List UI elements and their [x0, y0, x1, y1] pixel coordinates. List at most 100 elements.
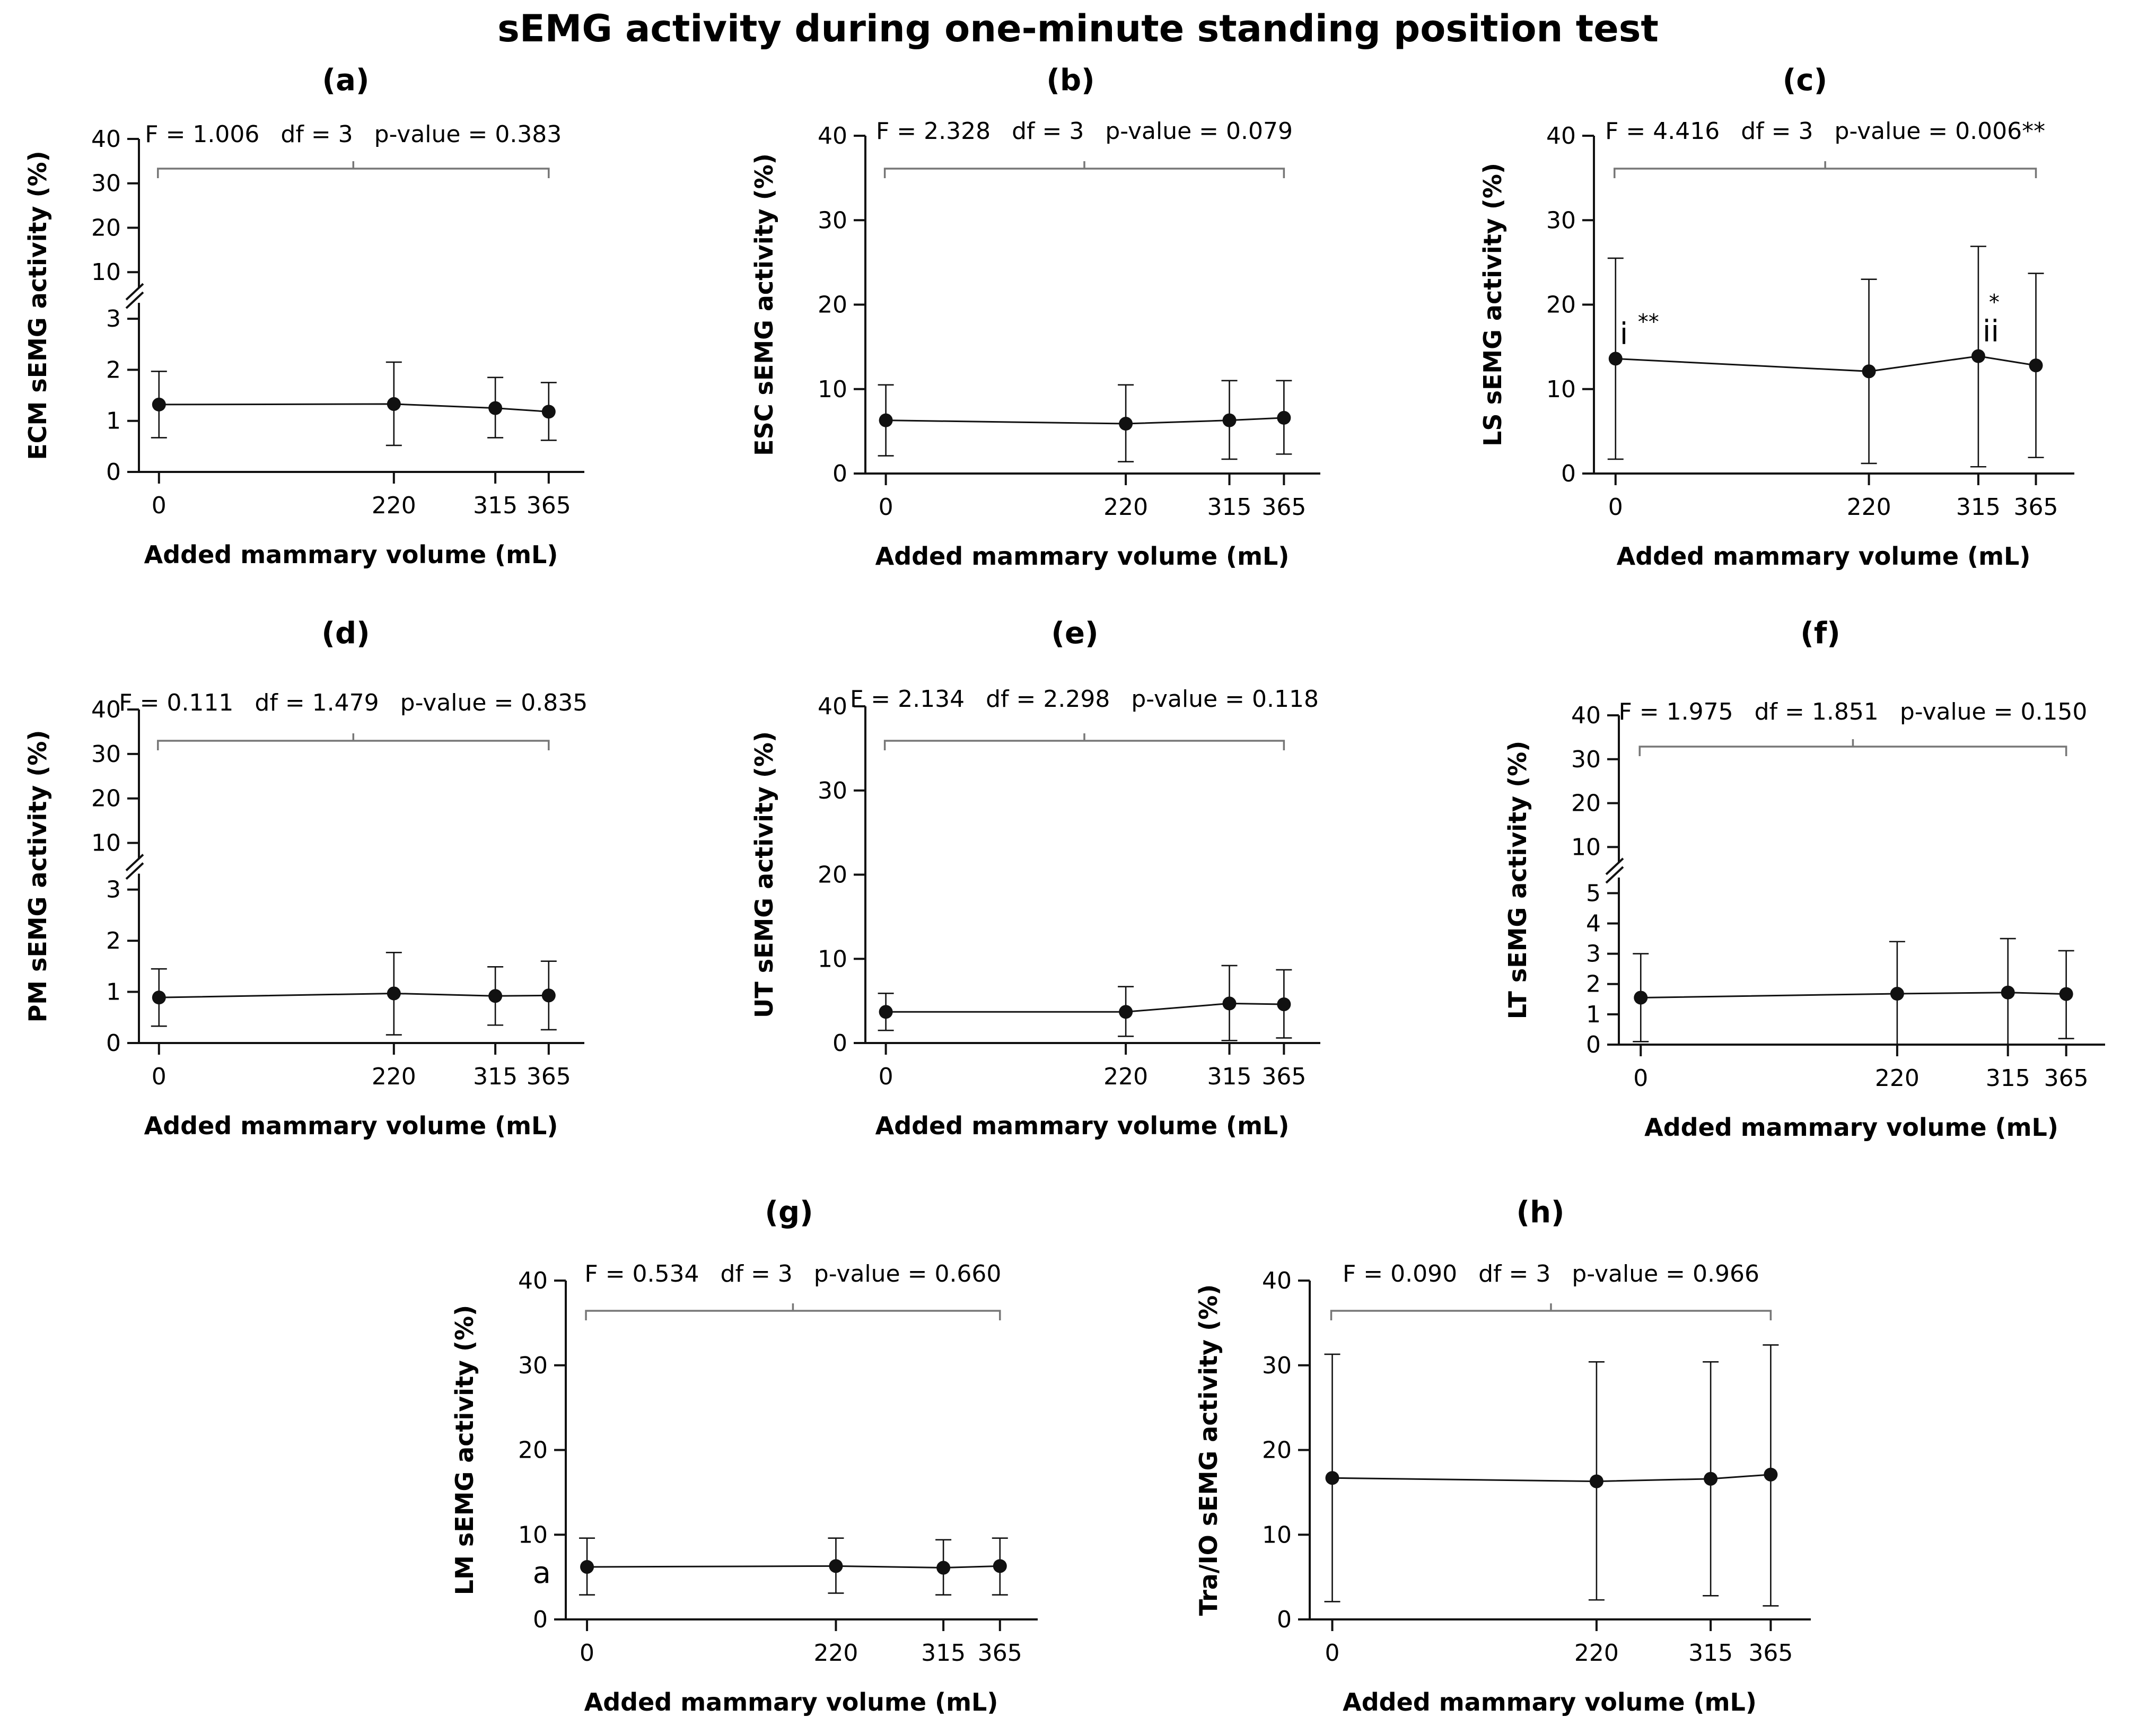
data-point — [1277, 410, 1291, 425]
y-tick-label: 2 — [106, 927, 121, 954]
panel-label: (b) — [1046, 63, 1094, 98]
y-tick-label: 20 — [818, 862, 847, 889]
y-tick-label: 2 — [1586, 971, 1601, 998]
data-point — [488, 989, 503, 1003]
x-tick-label: 220 — [1103, 494, 1148, 521]
series-line — [1641, 992, 2066, 998]
x-tick-label: 0 — [879, 1063, 893, 1090]
stats-bracket — [157, 733, 550, 750]
x-tick-label: 0 — [1325, 1640, 1340, 1667]
panel-label: (e) — [1051, 616, 1098, 651]
stat-p: p-value = 0.006** — [1835, 118, 2046, 145]
stat-df: df = 3 — [721, 1260, 793, 1287]
data-point — [1704, 1471, 1718, 1486]
stat-df: df = 2.298 — [986, 686, 1110, 713]
x-axis-title: Added mammary volume (mL) — [144, 1111, 558, 1140]
stat-df: df = 3 — [281, 121, 353, 148]
stat-f: F = 0.534 — [584, 1260, 699, 1287]
x-tick-label: 0 — [1608, 494, 1623, 521]
y-tick-label: 30 — [91, 741, 121, 768]
series-line — [886, 1002, 1284, 1013]
data-point — [879, 1005, 893, 1019]
data-point — [1222, 996, 1237, 1011]
x-tick-label: 315 — [1207, 1063, 1252, 1090]
stat-f: F = 4.416 — [1605, 118, 1720, 145]
chart-panel-2: (c) 0 10 20 30 40 0 220 315 365 Added mammary volu… — [1478, 63, 2074, 571]
y-tick-label: 10 — [518, 1521, 548, 1548]
y-tick-label: 20 — [91, 214, 121, 241]
y-tick-label: 30 — [1571, 746, 1601, 773]
data-point — [1589, 1474, 1603, 1488]
chart-panel-0: (a) 0 1 2 3 10 20 30 40 0 220 315 365 Added mammary v… — [23, 63, 584, 569]
panel-label: (d) — [321, 616, 370, 651]
data-point — [1634, 991, 1648, 1005]
x-tick-label: 365 — [1261, 494, 1306, 521]
data-point — [152, 397, 166, 411]
annotation-stars: ** — [1638, 310, 1659, 334]
data-point — [2001, 985, 2015, 1000]
y-axis-title: ESC sEMG activity (%) — [750, 153, 778, 456]
stat-p: p-value = 0.150 — [1900, 698, 2088, 725]
stat-df: df = 3 — [1478, 1260, 1550, 1287]
stats-text: F = 2.328 df = 3 p-value = 0.079 — [876, 118, 1293, 145]
stats-bracket — [1614, 161, 2037, 178]
x-tick-label: 365 — [527, 492, 571, 519]
y-tick-label: 30 — [91, 170, 121, 197]
annotation-stars: * — [1989, 291, 2000, 315]
x-tick-label: 0 — [879, 494, 893, 521]
y-tick-label: 5 — [1586, 880, 1601, 907]
axis-break-mark — [1605, 866, 1624, 884]
stat-p: p-value = 0.660 — [814, 1260, 1002, 1287]
stat-f: F = 1.975 — [1618, 698, 1733, 725]
stat-f: F = 0.111 — [119, 689, 233, 716]
y-tick-label: 2 — [106, 356, 121, 383]
stats-text: F = 4.416 df = 3 p-value = 0.006** — [1605, 118, 2045, 145]
y-axis-title: LT sEMG activity (%) — [1503, 741, 1532, 1019]
data-point — [541, 405, 556, 419]
data-point — [829, 1559, 843, 1573]
y-tick-label: 0 — [832, 460, 847, 487]
y-axis-title: LM sEMG activity (%) — [450, 1305, 479, 1595]
x-axis-title: Added mammary volume (mL) — [144, 540, 558, 569]
stats-text: F = 2.134 df = 2.298 p-value = 0.118 — [850, 686, 1319, 713]
y-tick-label: 10 — [1571, 834, 1601, 861]
stat-f: F = 1.006 — [145, 121, 259, 148]
y-tick-label: 1 — [106, 408, 121, 435]
x-axis-title: Added mammary volume (mL) — [1343, 1688, 1757, 1716]
y-axis-title: LS sEMG activity (%) — [1478, 163, 1507, 446]
y-tick-label: 10 — [1546, 376, 1576, 403]
y-tick-label: 40 — [818, 122, 847, 150]
y-tick-label: 20 — [1571, 790, 1601, 817]
series-line — [159, 992, 549, 998]
axis-break-mark — [125, 854, 144, 872]
data-point — [541, 988, 556, 1003]
x-tick-label: 315 — [1986, 1065, 2030, 1092]
data-point — [488, 401, 503, 415]
data-point — [1222, 413, 1237, 427]
y-tick-label: 10 — [91, 830, 121, 857]
y-tick-label: 0 — [1277, 1606, 1292, 1633]
stats-bracket — [157, 161, 550, 178]
x-tick-label: 315 — [921, 1640, 966, 1667]
data-point — [993, 1559, 1007, 1573]
chart-panel-6: (g) 0 10 20 30 40 0 220 315 365 Added mammary volu… — [450, 1195, 1038, 1716]
series-line — [1332, 1474, 1771, 1483]
y-axis-title: UT sEMG activity (%) — [750, 731, 778, 1018]
x-tick-label: 220 — [372, 1063, 416, 1090]
stat-df: df = 3 — [1741, 118, 1813, 145]
y-axis-title: Tra/IO sEMG activity (%) — [1194, 1284, 1223, 1616]
panel-label: (a) — [322, 63, 370, 98]
axis-break-mark — [125, 283, 144, 301]
panel-label: (h) — [1516, 1195, 1564, 1230]
data-point — [1890, 987, 1904, 1001]
series-line — [159, 403, 549, 413]
y-tick-label: 0 — [106, 459, 121, 486]
data-point — [1764, 1467, 1778, 1482]
x-tick-label: 0 — [1633, 1065, 1648, 1092]
y-tick-label: 0 — [832, 1030, 847, 1057]
y-tick-label: 20 — [518, 1437, 548, 1464]
x-tick-label: 220 — [1847, 494, 1891, 521]
stat-df: df = 1.479 — [255, 689, 379, 716]
x-tick-label: 220 — [1103, 1063, 1148, 1090]
